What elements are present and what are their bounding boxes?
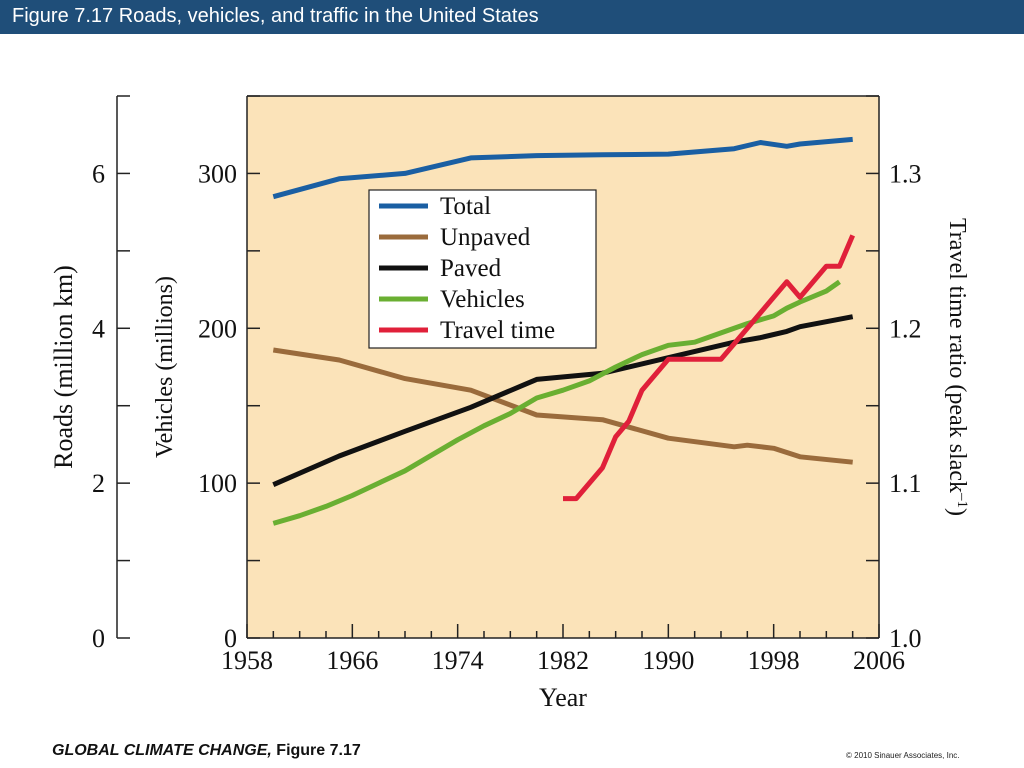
x-tick-label: 1998 — [748, 646, 800, 675]
copyright: © 2010 Sinauer Associates, Inc. — [846, 751, 960, 760]
legend-label-travel-time: Travel time — [440, 317, 555, 344]
series-line-vehicles — [272, 279, 841, 526]
right-tick-label: 1.3 — [889, 159, 922, 188]
x-tick-label: 1966 — [326, 646, 378, 675]
legend-label-paved: Paved — [440, 255, 502, 282]
x-tick-label: 1982 — [537, 646, 589, 675]
vehicles-tick-label: 200 — [198, 314, 237, 343]
vehicles-tick-label: 0 — [224, 624, 237, 653]
roads-tick-label: 4 — [92, 314, 105, 343]
right-tick-label: 1.1 — [889, 469, 922, 498]
plot-area — [247, 96, 879, 638]
page-title: Figure 7.17 Roads, vehicles, and traffic… — [12, 5, 539, 27]
y-axis-label-roads: Roads (million km) — [49, 265, 78, 469]
series-line-travel-time — [563, 234, 855, 502]
y-axis-label-right-main: Travel time ratio (peak slack — [944, 218, 970, 493]
series-line-unpaved — [272, 347, 853, 465]
right-tick-label: 1.0 — [889, 624, 922, 653]
series-layer — [272, 136, 855, 526]
roads-tick-label: 6 — [92, 159, 105, 188]
legend-label-total: Total — [440, 193, 491, 220]
y-axis-label-vehicles: Vehicles (millions) — [152, 276, 178, 458]
y-axis-label-right-close: ) — [944, 508, 970, 516]
vehicles-tick-label: 100 — [198, 469, 237, 498]
figure-ref: Figure 7.17 — [271, 742, 361, 759]
title-bar: Figure 7.17 Roads, vehicles, and traffic… — [0, 0, 1024, 34]
x-tick-label: 1990 — [642, 646, 694, 675]
legend-label-vehicles: Vehicles — [440, 286, 525, 313]
roads-tick-label: 0 — [92, 624, 105, 653]
x-axis-label: Year — [539, 683, 587, 712]
y-axis-label-right: Travel time ratio (peak slack–1) — [944, 218, 970, 516]
series-line-paved — [272, 314, 854, 487]
y-axis-label-right-sup: –1 — [954, 492, 970, 508]
axes-layer: 0 2 4 6 0 100 200 300 1.0 1.1 1.2 1.3 1958 1966 1974 19… — [92, 95, 922, 675]
x-tick-label: 1958 — [221, 646, 273, 675]
series-line-total — [272, 136, 853, 200]
legend: Total Unpaved Paved Vehicles Travel time — [368, 189, 597, 349]
footer-citation: GLOBAL CLIMATE CHANGE, Figure 7.17 — [52, 742, 361, 760]
roads-tick-label: 2 — [92, 469, 105, 498]
right-tick-label: 1.2 — [889, 314, 922, 343]
book-title: GLOBAL CLIMATE CHANGE, — [52, 742, 272, 759]
vehicles-tick-label: 300 — [198, 159, 237, 188]
x-tick-label: 2006 — [853, 646, 905, 675]
legend-label-unpaved: Unpaved — [440, 224, 531, 251]
x-tick-label: 1974 — [432, 646, 484, 675]
